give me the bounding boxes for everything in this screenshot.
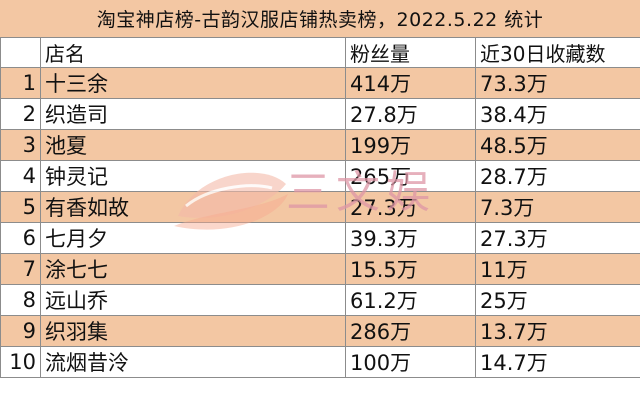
row-fans: 15.5万 [345, 253, 476, 285]
table-row: 1 十三余 414万 73.3万 [0, 67, 640, 99]
table-row: 7 涂七七 15.5万 11万 [0, 253, 640, 285]
table-row: 9 织羽集 286万 13.7万 [0, 315, 640, 347]
row-shop-name: 十三余 [40, 67, 346, 99]
table-row: 5 有香如故 27.3万 7.3万 [0, 191, 640, 223]
row-favorites-30d: 13.7万 [475, 315, 640, 347]
row-shop-name: 织羽集 [40, 315, 346, 347]
row-rank: 9 [0, 315, 41, 347]
row-fans: 100万 [345, 346, 476, 378]
row-shop-name: 涂七七 [40, 253, 346, 285]
row-fans: 27.3万 [345, 191, 476, 223]
row-fans: 39.3万 [345, 222, 476, 254]
row-favorites-30d: 73.3万 [475, 67, 640, 99]
column-header-favorites-30d: 近30日收藏数 [475, 37, 640, 68]
row-rank: 1 [0, 67, 41, 99]
column-header-fans: 粉丝量 [345, 37, 476, 68]
column-header-shop-name: 店名 [40, 37, 346, 68]
row-fans: 61.2万 [345, 284, 476, 316]
row-fans: 286万 [345, 315, 476, 347]
row-shop-name: 流烟昔泠 [40, 346, 346, 378]
row-shop-name: 有香如故 [40, 191, 346, 223]
row-favorites-30d: 14.7万 [475, 346, 640, 378]
table-row: 3 池夏 199万 48.5万 [0, 129, 640, 161]
row-rank: 8 [0, 284, 41, 316]
table-row: 2 织造司 27.8万 38.4万 [0, 98, 640, 130]
row-shop-name: 钟灵记 [40, 160, 346, 192]
sheet-title: 淘宝神店榜-古韵汉服店铺热卖榜，2022.5.22 统计 [0, 0, 640, 38]
row-shop-name: 七月夕 [40, 222, 346, 254]
row-rank: 6 [0, 222, 41, 254]
column-header-index [0, 37, 41, 68]
row-shop-name: 远山乔 [40, 284, 346, 316]
ranking-table: 店名 粉丝量 近30日收藏数 1 十三余 414万 73.3万 2 织造司 27.8万 38.… [0, 37, 640, 378]
row-rank: 2 [0, 98, 41, 130]
row-favorites-30d: 27.3万 [475, 222, 640, 254]
row-favorites-30d: 7.3万 [475, 191, 640, 223]
row-fans: 199万 [345, 129, 476, 161]
row-rank: 7 [0, 253, 41, 285]
row-favorites-30d: 28.7万 [475, 160, 640, 192]
row-favorites-30d: 11万 [475, 253, 640, 285]
row-rank: 3 [0, 129, 41, 161]
table-row: 6 七月夕 39.3万 27.3万 [0, 222, 640, 254]
table-row: 8 远山乔 61.2万 25万 [0, 284, 640, 316]
row-shop-name: 织造司 [40, 98, 346, 130]
row-rank: 10 [0, 346, 41, 378]
table-row: 4 钟灵记 265万 28.7万 [0, 160, 640, 192]
row-fans: 265万 [345, 160, 476, 192]
row-rank: 5 [0, 191, 41, 223]
row-rank: 4 [0, 160, 41, 192]
row-fans: 27.8万 [345, 98, 476, 130]
row-shop-name: 池夏 [40, 129, 346, 161]
row-favorites-30d: 25万 [475, 284, 640, 316]
table-row: 10 流烟昔泠 100万 14.7万 [0, 346, 640, 378]
row-fans: 414万 [345, 67, 476, 99]
row-favorites-30d: 48.5万 [475, 129, 640, 161]
header-row: 店名 粉丝量 近30日收藏数 [0, 37, 640, 68]
row-favorites-30d: 38.4万 [475, 98, 640, 130]
